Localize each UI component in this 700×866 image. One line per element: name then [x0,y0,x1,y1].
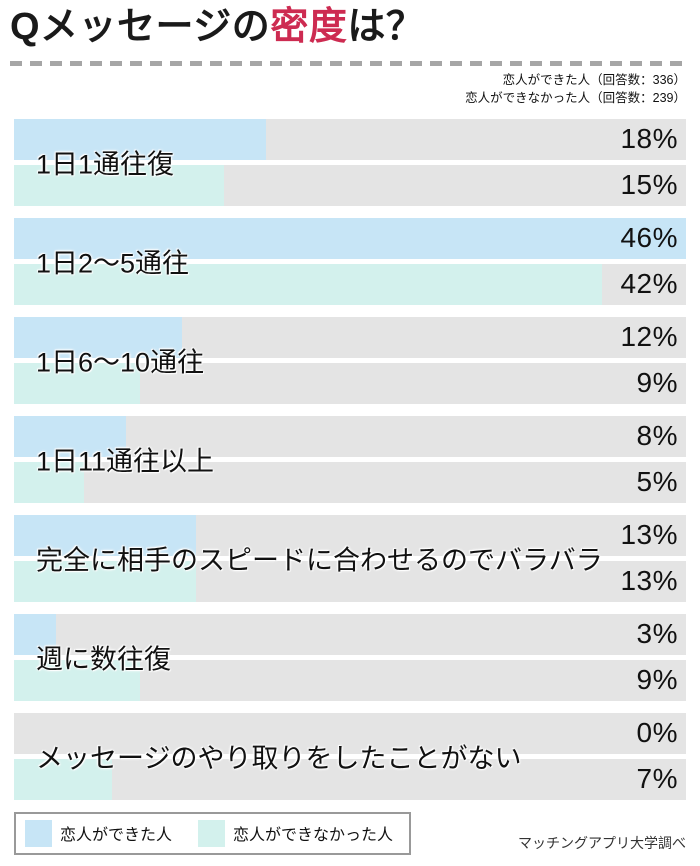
footer-row: 恋人ができた人 恋人ができなかった人 マッチングアプリ大学調べ [14,811,686,855]
bar-track-series-2: 5% [14,461,686,503]
source-credit: マッチングアプリ大学調べ [518,834,686,851]
bar-value-label: 9% [636,664,678,696]
category-label: 週に数往復 [36,644,171,675]
category-label: 1日2〜5通往 [36,248,190,279]
bar-fill-series-2 [14,461,84,503]
bar-track-series-2: 15% [14,164,686,206]
bar-group: 8% 5% 1日11通往以上 [14,415,686,503]
bar-value-label: 13% [620,519,678,551]
bar-fill-series-1 [14,217,686,259]
bar-track-series-2: 42% [14,263,686,305]
bar-fill-series-1 [14,514,196,556]
bar-value-label: 7% [636,763,678,795]
bar-value-label: 12% [620,321,678,353]
category-label: 1日6〜10通往 [36,347,205,378]
bar-fill-series-2 [14,560,196,602]
respondent-count-line-2: 恋人ができなかった人（回答数：239） [465,90,686,105]
bar-value-label: 5% [636,466,678,498]
bar-value-label: 0% [636,717,678,749]
page-title: Qメッセージの密度は？ [10,6,690,49]
bar-value-label: 3% [636,618,678,650]
bar-value-label: 8% [636,420,678,452]
bar-value-label: 9% [636,367,678,399]
bar-value-label: 46% [620,222,678,254]
respondent-counts: 恋人ができた人（回答数：336） 恋人ができなかった人（回答数：239） [0,71,686,107]
bar-value-label: 15% [620,169,678,201]
legend-label: 恋人ができた人 [60,827,173,845]
bar-fill-series-2 [14,263,602,305]
bar-value-label: 13% [620,565,678,597]
bar-track-series-1: 13% [14,514,686,556]
bar-track-series-2: 13% [14,560,686,602]
bar-value-label: 42% [620,268,678,300]
bar-track-series-1: 46% [14,217,686,259]
title-accent-text: 密度 [270,6,348,48]
bar-track-series-1: 3% [14,613,686,655]
respondent-count-line-1: 恋人ができた人（回答数：336） [502,72,686,87]
bar-track-series-2: 7% [14,758,686,800]
bar-fill-series-2 [14,758,112,800]
bar-track-series-1: 12% [14,316,686,358]
bar-track-series-1: 0% [14,712,686,754]
bar-track-series-1: 18% [14,118,686,160]
legend: 恋人ができた人 恋人ができなかった人 [14,811,412,855]
bar-group: 12% 9% 1日6〜10通往 [14,316,686,404]
dashed-divider [10,60,690,66]
bar-fill-series-1 [14,316,182,358]
category-label: 完全に相手のスピードに合わせるのでバラバラ [36,545,603,576]
title-text: Qメッセージの [10,6,271,48]
category-label: メッセージのやり取りをしたことがない [36,743,522,774]
bar-fill-series-1 [14,415,126,457]
bar-group: 18% 15% 1日1通往復 [14,118,686,206]
legend-swatch [25,819,52,847]
title-text: は？ [347,6,425,48]
legend-label: 恋人ができなかった人 [233,827,394,845]
bar-track-series-1: 8% [14,415,686,457]
bar-group: 0% 7% メッセージのやり取りをしたことがない [14,712,686,800]
bar-value-label: 18% [620,123,678,155]
category-label: 1日11通往以上 [36,446,215,477]
category-label: 1日1通往復 [36,149,175,180]
bar-chart: 18% 15% 1日1通往復 46% 42% 1日2〜5通往 12% 9% 1日6〜10通往 8%… [14,118,686,800]
bar-track-series-2: 9% [14,362,686,404]
bar-group: 3% 9% 週に数往復 [14,613,686,701]
legend-swatch [198,819,226,847]
bar-fill-series-1 [14,613,56,655]
bar-group: 13% 13% 完全に相手のスピードに合わせるのでバラバラ [14,514,686,602]
bar-track-series-2: 9% [14,659,686,701]
bar-group: 46% 42% 1日2〜5通往 [14,217,686,305]
legend-item-1: 恋人ができた人 [25,819,173,847]
legend-item-2: 恋人ができなかった人 [198,819,394,847]
bar-fill-series-2 [14,362,140,404]
bar-fill-series-2 [14,659,140,701]
bar-fill-series-2 [14,164,224,206]
bar-fill-series-1 [14,118,266,160]
